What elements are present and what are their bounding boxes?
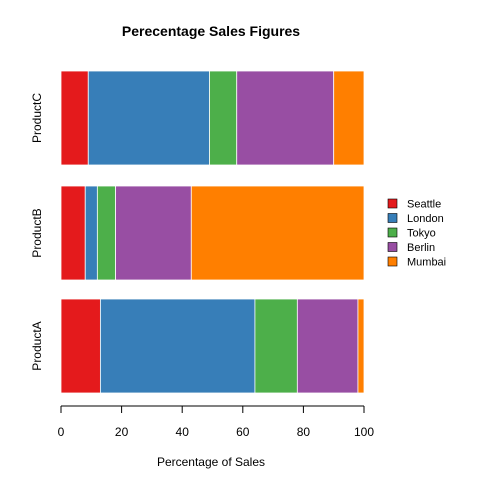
legend-label-tokyo: Tokyo xyxy=(407,228,436,240)
bar-segment-productc-berlin xyxy=(236,70,335,166)
legend-label-berlin: Berlin xyxy=(407,242,435,254)
legend-label-seattle: Seattle xyxy=(407,199,441,211)
bar-segment-productb-berlin xyxy=(115,185,192,281)
x-axis: 0 20 40 60 80 100 xyxy=(58,405,374,439)
x-tick-label: 40 xyxy=(176,425,190,439)
bar-segment-producta-berlin xyxy=(296,298,359,394)
bar-segment-productb-mumbai xyxy=(190,185,365,281)
bar-segment-productb-seattle xyxy=(60,185,86,281)
bar-segment-producta-london xyxy=(99,298,256,394)
y-tick-label-productc: ProductC xyxy=(30,93,44,143)
bars-group xyxy=(60,70,365,394)
legend-swatch-seattle xyxy=(387,198,398,209)
bar-segment-producta-tokyo xyxy=(254,298,298,394)
chart-title: Perecentage Sales Figures xyxy=(122,23,300,39)
x-axis-title: Percentage of Sales xyxy=(157,455,265,469)
legend: Seattle London Tokyo Berlin Mumbai xyxy=(387,198,446,269)
legend-swatch-tokyo xyxy=(387,227,398,238)
legend-swatch-mumbai xyxy=(387,256,398,267)
x-tick-label: 0 xyxy=(58,425,65,439)
legend-label-mumbai: Mumbai xyxy=(407,257,446,269)
bar-segment-productb-tokyo xyxy=(96,185,116,281)
legend-swatch-london xyxy=(387,213,398,223)
bar-segment-productc-london xyxy=(87,70,210,166)
bar-segment-producta-mumbai xyxy=(357,298,365,394)
y-axis-labels: ProductA ProductB ProductC xyxy=(30,93,44,371)
bar-segment-productc-mumbai xyxy=(333,70,365,166)
bar-segment-productb-london xyxy=(84,185,98,281)
y-tick-label-productb: ProductB xyxy=(30,208,44,257)
bar-segment-producta-seattle xyxy=(60,298,101,394)
x-tick-label: 20 xyxy=(115,425,129,439)
bar-segment-productc-tokyo xyxy=(209,70,238,166)
bar-segment-productc-seattle xyxy=(60,70,89,166)
legend-swatch-berlin xyxy=(387,242,398,252)
legend-label-london: London xyxy=(407,213,444,225)
x-tick-label: 80 xyxy=(297,425,311,439)
x-tick-label: 60 xyxy=(236,425,250,439)
y-tick-label-producta: ProductA xyxy=(30,321,44,370)
x-tick-label: 100 xyxy=(354,425,374,439)
